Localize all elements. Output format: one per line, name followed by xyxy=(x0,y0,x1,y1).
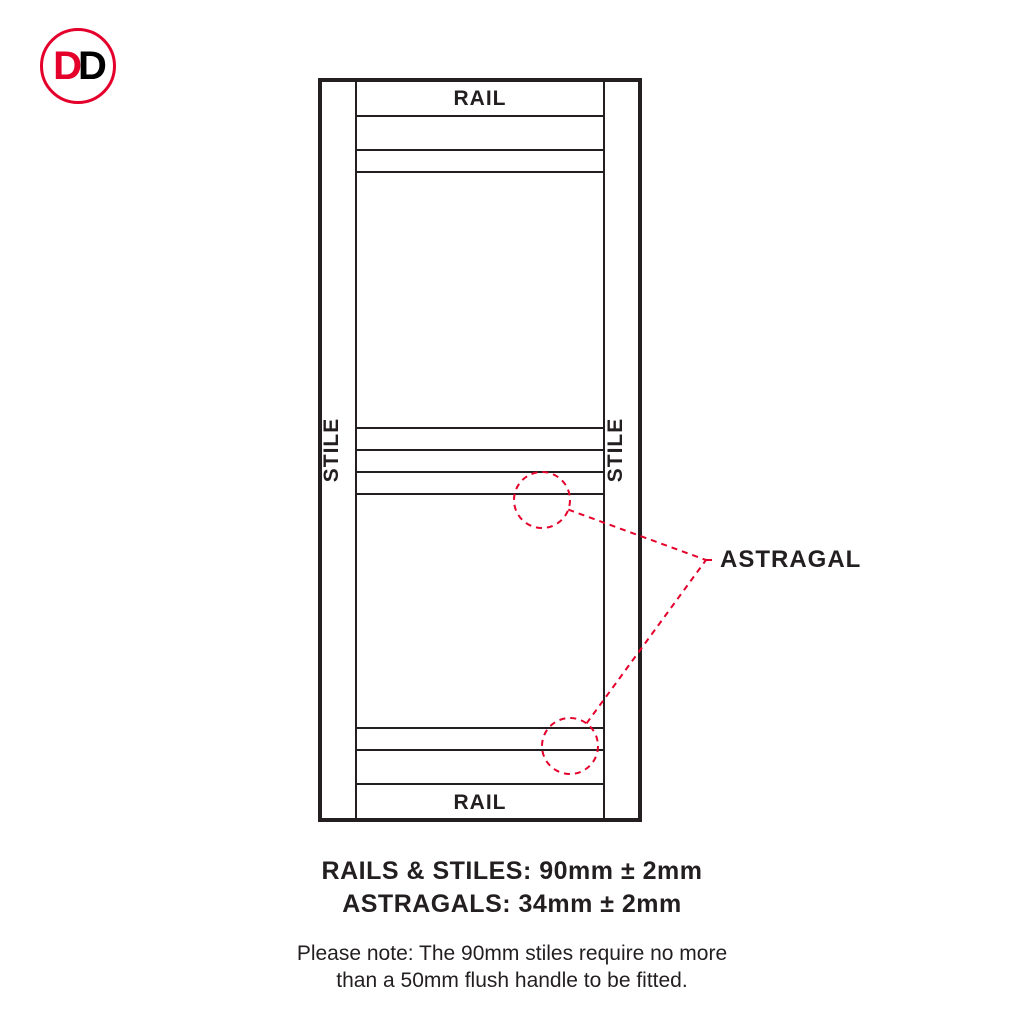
spec-rails-stiles: RAILS & STILES: 90mm ± 2mm xyxy=(0,855,1024,888)
svg-text:STILE: STILE xyxy=(604,418,627,483)
svg-text:RAIL: RAIL xyxy=(454,791,507,814)
svg-text:ASTRAGAL: ASTRAGAL xyxy=(720,546,861,573)
door-svg: RAIL RAIL STILE STILE ASTRAGAL xyxy=(0,70,1024,840)
spec-block: RAILS & STILES: 90mm ± 2mm ASTRAGALS: 34… xyxy=(0,855,1024,920)
svg-text:RAIL: RAIL xyxy=(454,87,507,110)
spec-astragals: ASTRAGALS: 34mm ± 2mm xyxy=(0,888,1024,921)
note-line-1: Please note: The 90mm stiles require no … xyxy=(0,940,1024,967)
note-block: Please note: The 90mm stiles require no … xyxy=(0,940,1024,995)
door-diagram: RAIL RAIL STILE STILE ASTRAGAL xyxy=(0,70,1024,840)
svg-text:STILE: STILE xyxy=(320,418,343,483)
note-line-2: than a 50mm flush handle to be fitted. xyxy=(0,967,1024,994)
